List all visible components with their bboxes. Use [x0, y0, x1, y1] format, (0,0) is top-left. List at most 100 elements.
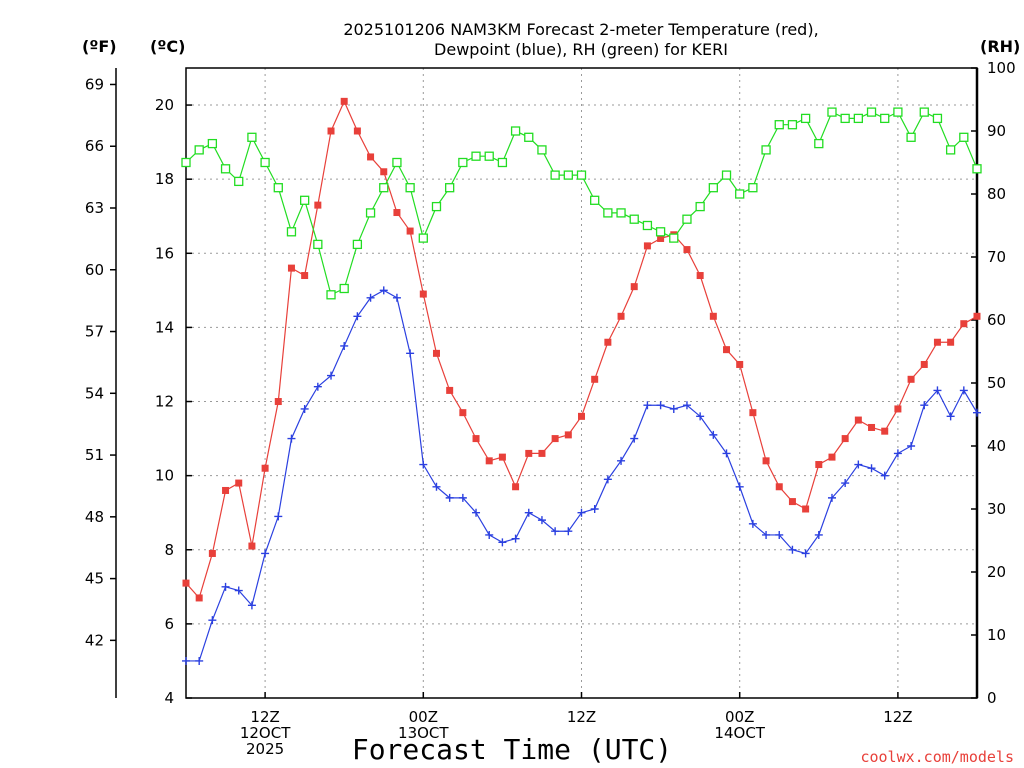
rh-point [510, 126, 521, 136]
temperature-point [749, 409, 757, 417]
rh-point [365, 208, 376, 218]
dewpoint-point [498, 538, 507, 547]
fahrenheit-tick-label: 63 [85, 199, 104, 217]
rh-point [629, 214, 639, 224]
temperature-point [788, 498, 796, 506]
temperature-point [696, 272, 704, 280]
fahrenheit-tick-label: 69 [85, 75, 104, 93]
rh-point [708, 183, 718, 193]
dewpoint-point [617, 456, 626, 465]
temperature-point [775, 483, 783, 491]
temperature-point [301, 272, 309, 280]
temperature-point [907, 375, 915, 383]
rh-point [563, 170, 573, 180]
rh-point [748, 183, 758, 193]
temperature-point [973, 312, 981, 320]
rh-point [550, 170, 560, 180]
temperature-point [512, 483, 520, 491]
temperature-point [709, 312, 717, 320]
temperature-point [274, 398, 282, 406]
temperature-point [367, 153, 375, 161]
temperature-point [235, 479, 243, 487]
dewpoint-point [182, 656, 190, 665]
rh-point [853, 113, 863, 124]
temperature-point [683, 246, 691, 254]
temperature-point [472, 435, 480, 443]
dewpoint-point [353, 312, 362, 321]
dewpoint-point [841, 479, 850, 488]
fahrenheit-tick-label: 57 [85, 323, 104, 341]
rh-point [576, 170, 587, 180]
dewpoint-point [577, 508, 586, 517]
rh-point [524, 132, 534, 142]
unit-label-celsius: (ºC) [150, 37, 185, 56]
dewpoint-point [366, 293, 375, 302]
rh-point [682, 214, 692, 224]
dewpoint-point [432, 482, 441, 491]
grid-lines [186, 68, 977, 698]
temperature-point [894, 405, 902, 413]
dewpoint-point [195, 656, 204, 665]
dewpoint-point [959, 386, 968, 395]
temperature-point [182, 579, 190, 587]
rh-point [695, 201, 705, 212]
temperature-point [933, 338, 941, 346]
rh-point [787, 120, 798, 130]
rh-point [352, 239, 363, 250]
rh-point [471, 151, 481, 161]
temperature-point [406, 227, 414, 235]
fahrenheit-tick-label: 42 [85, 631, 104, 649]
dewpoint-point [234, 586, 243, 595]
rh-tick-label: 50 [987, 374, 1006, 392]
rh-point [497, 157, 508, 168]
rh-tick-label: 10 [987, 626, 1006, 644]
dewpoint-point [880, 471, 889, 480]
rh-tick-label: 20 [987, 563, 1006, 581]
rh-point [286, 227, 297, 237]
temperature-point [393, 209, 401, 217]
rh-point [379, 183, 389, 193]
dewpoint-point [696, 412, 705, 421]
x-tick-label: 12Z [567, 708, 596, 726]
rh-point [761, 145, 771, 155]
rh-point [247, 132, 257, 142]
rh-point [537, 145, 547, 155]
dewpoint-point [788, 545, 797, 554]
rh-tick-label: 70 [987, 248, 1006, 266]
temperature-point [432, 349, 440, 357]
dewpoint-point [472, 508, 481, 517]
rh-point [616, 208, 626, 218]
dewpoint-point [907, 442, 916, 450]
rh-tick-label: 60 [987, 311, 1006, 329]
dewpoint-point [656, 401, 665, 410]
dewpoint-point [551, 527, 560, 536]
rh-point [181, 157, 191, 168]
dewpoint-point [537, 516, 546, 525]
temperature-point [353, 127, 361, 135]
x-tick-label: 12Z [250, 708, 279, 726]
temperature-point [485, 457, 493, 465]
dewpoint-point [893, 449, 902, 458]
temperature-point [947, 338, 955, 346]
x-tick-label: 00Z [725, 708, 754, 726]
celsius-tick-label: 4 [164, 689, 174, 707]
rh-point [735, 189, 745, 199]
dewpoint-point [735, 482, 744, 491]
rh-point [919, 107, 929, 117]
rh-point [326, 290, 336, 300]
dewpoint-point [867, 464, 876, 473]
temperature-point [578, 412, 585, 420]
temperature-point [327, 127, 335, 135]
dewpoint-point [643, 401, 652, 410]
temperature-point [551, 435, 559, 443]
temperature-point [222, 486, 230, 494]
temperature-point [657, 234, 665, 242]
dewpoint-point [406, 349, 415, 358]
rh-point [932, 113, 943, 124]
rh-tick-label: 80 [987, 185, 1006, 203]
dewpoint-point [762, 530, 771, 539]
fahrenheit-tick-label: 66 [85, 137, 104, 155]
dewpoint-point [511, 534, 520, 543]
x-tick-label: 12OCT [240, 724, 291, 742]
rh-point [313, 239, 323, 250]
